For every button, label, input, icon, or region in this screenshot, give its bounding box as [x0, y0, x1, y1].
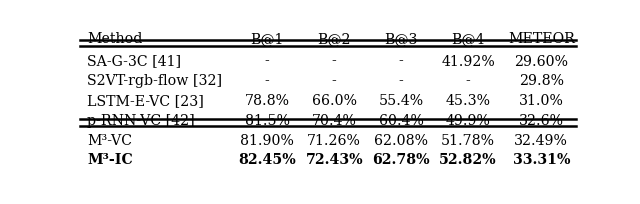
- Text: LSTM-E-VC [23]: LSTM-E-VC [23]: [88, 94, 204, 108]
- Text: -: -: [399, 54, 404, 68]
- Text: 51.78%: 51.78%: [441, 133, 495, 147]
- Text: METEOR: METEOR: [508, 32, 575, 46]
- Text: 33.31%: 33.31%: [513, 153, 570, 166]
- Text: 70.4%: 70.4%: [312, 113, 356, 127]
- Text: M³-IC: M³-IC: [88, 153, 133, 166]
- Text: 49.9%: 49.9%: [445, 113, 490, 127]
- Text: 62.08%: 62.08%: [374, 133, 428, 147]
- Text: -: -: [399, 74, 404, 88]
- Text: B@2: B@2: [317, 32, 351, 46]
- Text: 62.78%: 62.78%: [372, 153, 430, 166]
- Text: 81.90%: 81.90%: [240, 133, 294, 147]
- Text: -: -: [466, 74, 470, 88]
- Text: 45.3%: 45.3%: [445, 94, 491, 108]
- Text: B@1: B@1: [250, 32, 284, 46]
- Text: 29.8%: 29.8%: [519, 74, 564, 88]
- Text: S2VT-rgb-flow [32]: S2VT-rgb-flow [32]: [88, 74, 223, 88]
- Text: 32.6%: 32.6%: [519, 113, 564, 127]
- Text: M³-VC: M³-VC: [88, 133, 132, 147]
- Text: -: -: [265, 74, 269, 88]
- Text: 41.92%: 41.92%: [441, 54, 495, 68]
- Text: 78.8%: 78.8%: [244, 94, 290, 108]
- Text: B@4: B@4: [451, 32, 485, 46]
- Text: 72.43%: 72.43%: [305, 153, 363, 166]
- Text: 82.45%: 82.45%: [238, 153, 296, 166]
- Text: 60.4%: 60.4%: [379, 113, 424, 127]
- Text: -: -: [265, 54, 269, 68]
- Text: 31.0%: 31.0%: [519, 94, 564, 108]
- Text: Method: Method: [88, 32, 143, 46]
- Text: 55.4%: 55.4%: [379, 94, 424, 108]
- Text: SA-G-3C [41]: SA-G-3C [41]: [88, 54, 182, 68]
- Text: -: -: [332, 54, 337, 68]
- Text: p-RNN-VC [42]: p-RNN-VC [42]: [88, 113, 195, 127]
- Text: 81.5%: 81.5%: [244, 113, 290, 127]
- Text: 52.82%: 52.82%: [439, 153, 497, 166]
- Text: -: -: [332, 74, 337, 88]
- Text: 29.60%: 29.60%: [515, 54, 568, 68]
- Text: 71.26%: 71.26%: [307, 133, 361, 147]
- Text: B@3: B@3: [385, 32, 418, 46]
- Text: 32.49%: 32.49%: [515, 133, 568, 147]
- Text: 66.0%: 66.0%: [312, 94, 356, 108]
